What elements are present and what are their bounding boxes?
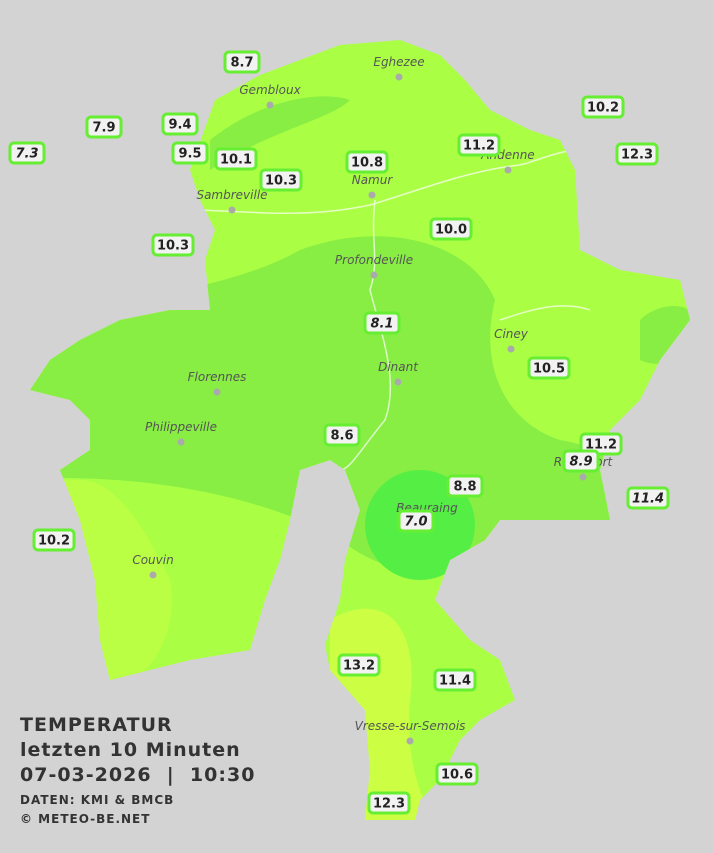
town-label: Philippeville [145, 420, 217, 434]
town-marker [213, 388, 221, 396]
town-label: Namur [352, 173, 394, 187]
station-value: 8.6 [330, 429, 353, 444]
station-value: 8.7 [230, 56, 253, 71]
station-box [446, 474, 484, 498]
town-label: Gembloux [239, 83, 301, 97]
town-marker [406, 737, 414, 745]
town-marker [266, 101, 274, 109]
town-label: Profondeville [335, 253, 413, 267]
town-marker [579, 473, 587, 481]
town-label: Eghezee [373, 55, 424, 69]
town-marker [504, 166, 512, 174]
heading: TEMPERATUR [20, 714, 173, 736]
station-box [579, 432, 623, 456]
station-box [367, 791, 411, 815]
station-box [626, 486, 670, 510]
town-marker [177, 438, 185, 446]
station-box [259, 168, 303, 192]
station-value: 10.1 [220, 153, 252, 168]
station-value: 10.2 [587, 101, 619, 116]
station-box [615, 142, 659, 166]
town-label: Couvin [132, 553, 173, 567]
station-box [337, 653, 381, 677]
station-box [435, 762, 479, 786]
station-value: 13.2 [343, 659, 375, 674]
station-box [433, 668, 477, 692]
station-value: 11.4 [632, 492, 664, 507]
station-box [345, 150, 389, 174]
station-value: 11.2 [585, 438, 617, 453]
town-marker [507, 345, 515, 353]
station-box [562, 449, 600, 473]
town-marker [368, 191, 376, 199]
station-value: 8.9 [569, 455, 592, 470]
station-value: 9.5 [178, 147, 201, 162]
station-box [171, 141, 209, 165]
station-value: 7.9 [92, 121, 115, 136]
town-marker [395, 73, 403, 81]
town-marker [228, 206, 236, 214]
station-box [457, 133, 501, 157]
station-value: 8.1 [370, 317, 393, 332]
station-box [32, 528, 76, 552]
station-box [161, 112, 199, 136]
station-value: 12.3 [621, 148, 653, 163]
station-box [581, 95, 625, 119]
timestamp: 07-03-2026 | 10:30 [20, 764, 255, 786]
town-label: Dinant [378, 360, 419, 374]
station-value: 10.3 [265, 174, 297, 189]
station-value: 11.4 [439, 674, 471, 689]
station-value: 8.8 [453, 480, 476, 495]
station-value: 10.0 [435, 223, 467, 238]
station-value: 10.3 [157, 239, 189, 254]
station-box [429, 217, 473, 241]
station-box [397, 509, 435, 533]
station-box [223, 50, 261, 74]
copyright: © METEO-BE.NET [20, 812, 150, 826]
town-label: Sambreville [196, 188, 267, 202]
station-value: 10.5 [533, 362, 565, 377]
town-label: Ciney [494, 327, 529, 341]
station-box [85, 115, 123, 139]
town-marker [149, 571, 157, 579]
station-value: 10.8 [351, 156, 383, 171]
station-box [363, 311, 401, 335]
station-value: 12.3 [373, 797, 405, 812]
station-box [151, 233, 195, 257]
station-value: 7.0 [404, 515, 427, 530]
station-box [323, 423, 361, 447]
town-label: Florennes [188, 370, 247, 384]
station-box [8, 141, 46, 165]
town-label: Vresse-sur-Semois [355, 719, 466, 733]
station-box [527, 356, 571, 380]
station-box [214, 147, 258, 171]
subheading: letzten 10 Minuten [20, 739, 241, 761]
town-marker [394, 378, 402, 386]
station-value: 7.3 [15, 147, 38, 162]
station-value: 10.6 [441, 768, 473, 783]
station-value: 11.2 [463, 139, 495, 154]
station-value: 9.4 [168, 118, 191, 133]
source: DATEN: KMI & BMCB [20, 793, 174, 807]
town-marker [370, 271, 378, 279]
station-value: 10.2 [38, 534, 70, 549]
